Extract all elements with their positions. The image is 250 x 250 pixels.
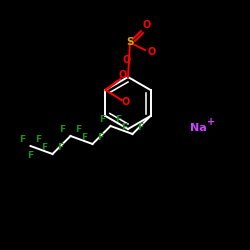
Text: F: F	[116, 116, 121, 124]
Text: S: S	[126, 37, 134, 47]
Text: O: O	[123, 55, 131, 65]
Text: F: F	[58, 144, 64, 152]
Text: F: F	[28, 152, 34, 160]
Text: F: F	[82, 134, 87, 142]
Text: O: O	[143, 20, 151, 30]
Text: Na: Na	[190, 123, 206, 133]
Text: F: F	[122, 124, 128, 132]
Text: F: F	[60, 126, 66, 134]
Text: O: O	[118, 70, 126, 80]
Text: F: F	[138, 124, 143, 132]
Text: O: O	[121, 97, 130, 107]
Text: F: F	[42, 144, 48, 152]
Text: F: F	[98, 134, 103, 142]
Text: F: F	[20, 136, 26, 144]
Text: F: F	[100, 116, 105, 124]
Text: F: F	[36, 136, 42, 144]
Text: O: O	[148, 47, 156, 57]
Text: F: F	[76, 126, 82, 134]
Text: +: +	[207, 117, 215, 127]
